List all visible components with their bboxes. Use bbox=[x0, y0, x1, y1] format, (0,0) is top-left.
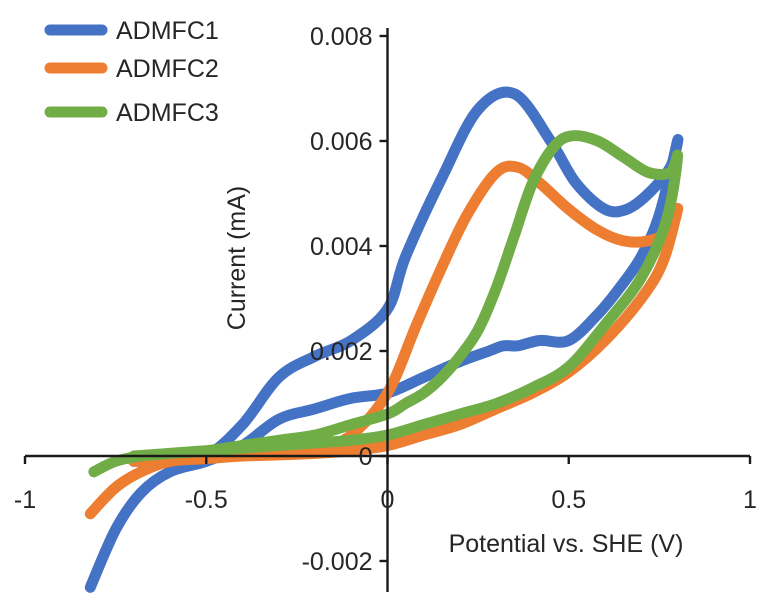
x-axis-title: Potential vs. SHE (V) bbox=[449, 530, 684, 558]
y-tick-label: 0.004 bbox=[310, 233, 373, 261]
legend-label-admfc1: ADMFC1 bbox=[116, 17, 219, 45]
series-line-admfc2 bbox=[84, 160, 684, 520]
y-tick-label: 0.006 bbox=[310, 128, 373, 156]
y-tick-label: 0.008 bbox=[310, 23, 373, 51]
y-tick-label: -0.002 bbox=[302, 548, 373, 576]
legend: ADMFC1 ADMFC2 ADMFC3 bbox=[44, 17, 219, 127]
x-tick-label: 0.5 bbox=[551, 486, 586, 514]
x-tick-label: 0 bbox=[381, 486, 395, 514]
legend-label-admfc2: ADMFC2 bbox=[116, 55, 219, 83]
y-tick-label: 0 bbox=[359, 443, 373, 471]
y-axis-title: Current (mA) bbox=[223, 186, 251, 330]
series-line-admfc1 bbox=[84, 86, 684, 593]
legend-label-admfc3: ADMFC3 bbox=[116, 99, 219, 127]
y-tick-label: 0.002 bbox=[310, 338, 373, 366]
series-layer bbox=[84, 86, 684, 593]
x-tick-label: -0.5 bbox=[185, 486, 228, 514]
x-tick-label: 1 bbox=[743, 486, 757, 514]
y-ticks: -0.002 0 0.002 0.004 0.006 0.008 bbox=[302, 23, 388, 576]
x-ticks: -1 -0.5 0 0.5 1 bbox=[14, 456, 757, 514]
x-tick-label: -1 bbox=[14, 486, 36, 514]
series-line-admfc3 bbox=[88, 130, 684, 478]
